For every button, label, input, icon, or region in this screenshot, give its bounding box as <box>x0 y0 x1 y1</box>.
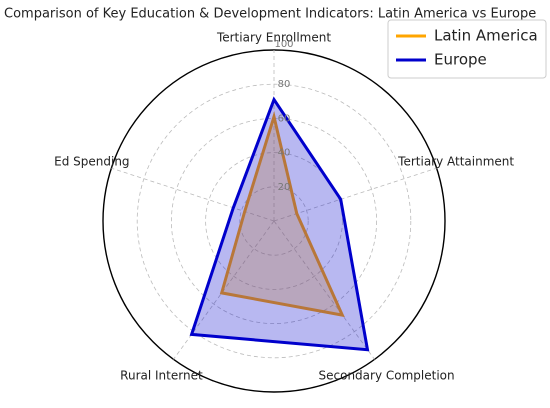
r-tick-label: 80 <box>278 79 291 90</box>
grid-circle <box>170 118 377 324</box>
series-area <box>189 96 370 352</box>
r-tick-label: 100 <box>274 39 293 50</box>
category-label: Tertiary Enrollment <box>216 31 331 45</box>
legend-label: Europe <box>434 51 487 69</box>
r-tick-label: 20 <box>278 182 291 193</box>
category-label: Secondary Completion <box>319 368 455 382</box>
legend-label: Latin America <box>434 27 538 45</box>
category-label: Ed Spending <box>54 154 129 168</box>
series-area <box>219 110 345 318</box>
r-tick-label: 60 <box>278 113 291 124</box>
r-tick-label: 40 <box>278 148 291 159</box>
grid-circle <box>239 186 309 256</box>
spoke <box>273 220 375 360</box>
chart-title: Comparison of Key Education & Developmen… <box>4 7 536 22</box>
category-label: Tertiary Attainment <box>397 154 514 168</box>
spoke <box>111 167 275 222</box>
category-label: Rural Internet <box>120 368 203 382</box>
grid-circle <box>205 152 343 290</box>
legend-box <box>387 19 547 79</box>
spoke <box>273 167 437 222</box>
legend: Latin America Europe <box>387 19 547 79</box>
